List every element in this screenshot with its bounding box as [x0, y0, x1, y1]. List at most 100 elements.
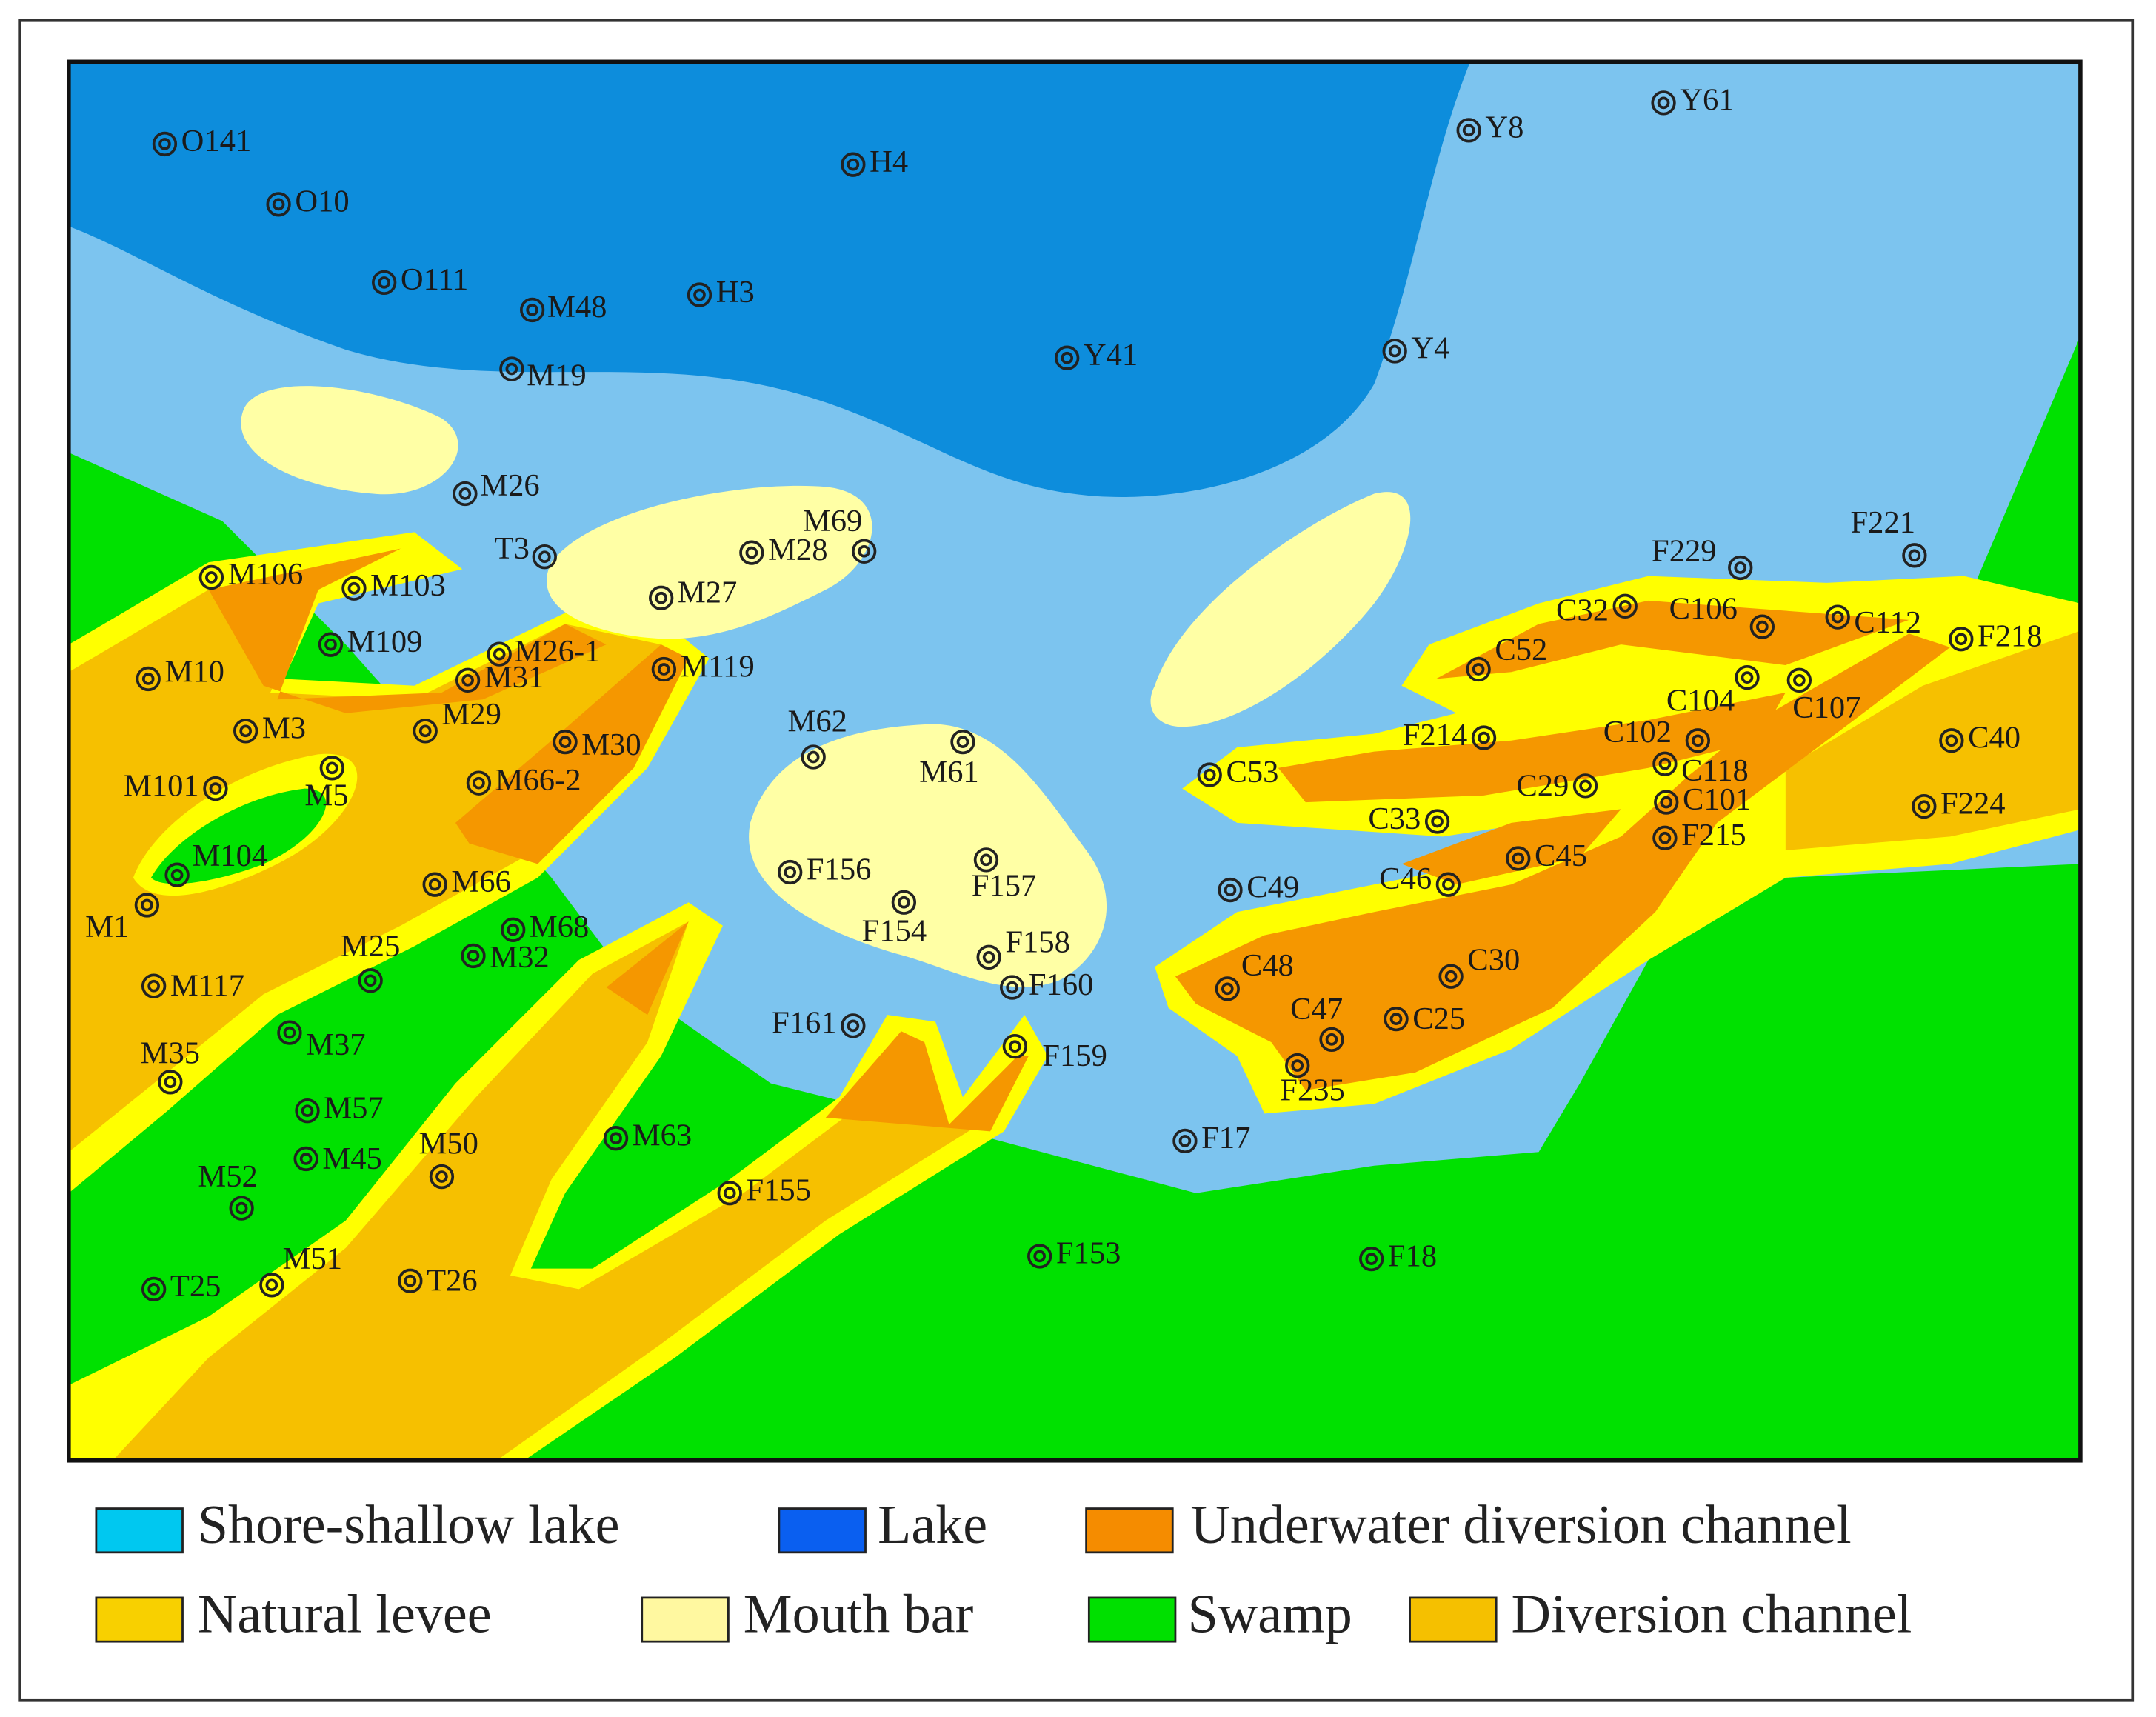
- well-marker-outer: [1506, 846, 1531, 871]
- legend-label: Natural levee: [198, 1584, 492, 1645]
- legend-label: Diversion channel: [1512, 1584, 1912, 1645]
- well-marker-inner: [1221, 982, 1234, 996]
- well: Y41: [1055, 338, 1138, 373]
- well-marker-inner: [1793, 673, 1806, 687]
- well-label: F158: [1005, 924, 1070, 959]
- well-marker-inner: [404, 1274, 417, 1287]
- well-marker-outer: [1055, 345, 1080, 370]
- well-marker-inner: [1918, 800, 1931, 813]
- well-marker-outer: [801, 744, 826, 770]
- well-marker-inner: [1734, 561, 1747, 574]
- well: M48: [519, 290, 607, 324]
- well-label: F229: [1652, 534, 1717, 569]
- well: F157: [972, 847, 1037, 903]
- well: M63: [603, 1118, 692, 1153]
- legend-swatch: [95, 1596, 184, 1643]
- well-marker-inner: [1512, 852, 1525, 865]
- well-marker-inner: [693, 288, 706, 301]
- well-label: M32: [490, 940, 549, 975]
- well-marker-outer: [1825, 604, 1850, 630]
- well-label: H3: [716, 275, 755, 310]
- well-marker-inner: [1692, 734, 1704, 747]
- well-marker-outer: [1612, 593, 1638, 619]
- well: F154: [862, 890, 927, 949]
- well-label: F235: [1280, 1073, 1345, 1107]
- well-label: F156: [807, 852, 872, 887]
- well-marker-outer: [1939, 728, 1964, 753]
- well: C40: [1939, 721, 2020, 756]
- well-marker-inner: [1033, 1250, 1046, 1263]
- well-marker-outer: [1197, 762, 1222, 787]
- well-marker-inner: [301, 1104, 314, 1117]
- well-marker-outer: [841, 1013, 866, 1038]
- well-marker-outer: [141, 973, 167, 998]
- well-marker-outer: [1652, 751, 1678, 776]
- well-marker-outer: [687, 282, 712, 307]
- well-marker-inner: [745, 546, 758, 559]
- well-marker-inner: [325, 761, 338, 775]
- well-marker-outer: [136, 666, 161, 692]
- well-label: C52: [1495, 633, 1547, 667]
- well-marker-outer: [429, 1164, 455, 1190]
- well-marker-outer: [341, 576, 367, 601]
- well-label: M109: [347, 624, 423, 659]
- well: M66: [422, 864, 511, 899]
- well: M28: [739, 533, 828, 567]
- well: C53: [1197, 755, 1278, 790]
- well: C48: [1215, 948, 1294, 1001]
- well-marker-inner: [493, 647, 506, 661]
- well: M27: [649, 575, 737, 610]
- well-marker-inner: [235, 1201, 248, 1215]
- well-label: H4: [870, 144, 908, 179]
- well-marker-inner: [1658, 831, 1672, 844]
- well-label: M101: [124, 768, 199, 803]
- well-marker-outer: [1456, 118, 1481, 143]
- well-marker-inner: [847, 1019, 860, 1033]
- well: M26: [453, 468, 540, 507]
- well-marker-outer: [950, 729, 975, 755]
- legend-swatch: [95, 1507, 184, 1554]
- well-marker-outer: [976, 944, 1001, 970]
- well-label: M45: [322, 1141, 381, 1176]
- well-marker-outer: [319, 756, 344, 781]
- underwater-diversion-channel-region: [606, 921, 1029, 1132]
- well: M69: [803, 504, 877, 564]
- well-marker-outer: [152, 131, 178, 157]
- mouth-bar-region: [1150, 492, 1411, 727]
- well-marker-outer: [1728, 555, 1753, 581]
- well-label: F157: [972, 868, 1037, 903]
- legend-item: Mouth bar: [641, 1584, 973, 1645]
- well-marker-outer: [1382, 339, 1407, 364]
- well-marker-outer: [455, 667, 481, 693]
- well-label: M63: [633, 1118, 692, 1153]
- legend: Shore-shallow lake Lake Underwater diversi…: [95, 1495, 1912, 1645]
- well-label: F160: [1029, 967, 1094, 1002]
- well-label: F224: [1940, 786, 2006, 821]
- well-label: F218: [1978, 619, 2043, 654]
- well-marker-inner: [658, 663, 670, 676]
- legend-label: Underwater diversion channel: [1190, 1495, 1851, 1556]
- well-marker-outer: [649, 585, 674, 610]
- legend-label: Shore-shallow lake: [198, 1495, 620, 1556]
- swamp-region: [150, 788, 327, 884]
- well-marker-outer: [158, 1070, 183, 1095]
- well: M57: [295, 1090, 384, 1125]
- well: M61: [919, 729, 979, 790]
- well-marker-outer: [233, 719, 258, 744]
- well-marker-inner: [283, 1026, 296, 1039]
- well-label: M28: [768, 533, 827, 567]
- well-marker-outer: [1466, 656, 1491, 682]
- well-label: C106: [1669, 592, 1738, 627]
- well-label: F161: [772, 1006, 837, 1041]
- well-marker-inner: [982, 950, 995, 964]
- well-label: F214: [1403, 718, 1468, 753]
- well-marker-outer: [293, 1146, 318, 1172]
- well-marker-outer: [841, 152, 866, 177]
- well-marker-outer: [1285, 1053, 1310, 1078]
- well: C32: [1556, 593, 1638, 627]
- well: M30: [553, 727, 641, 762]
- well-label: C46: [1379, 861, 1432, 896]
- well-label: M103: [370, 568, 446, 603]
- well-marker-outer: [852, 539, 877, 564]
